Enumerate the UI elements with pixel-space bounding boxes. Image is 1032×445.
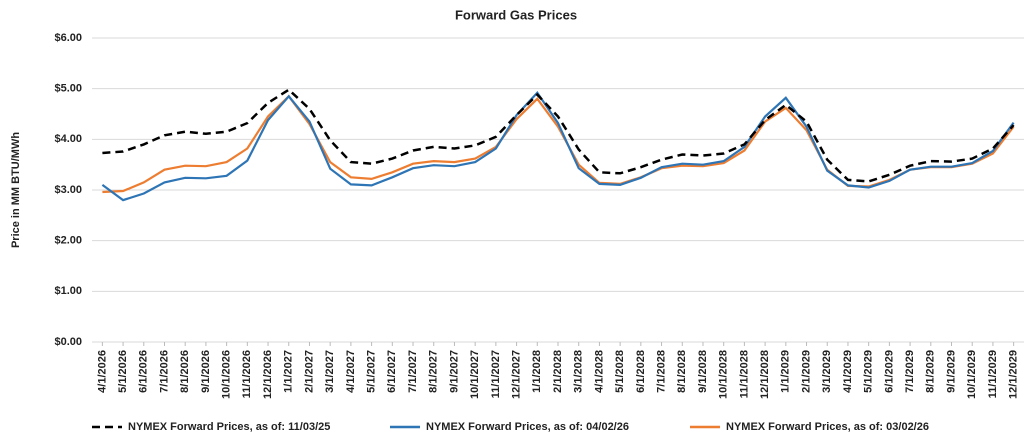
x-tick-label: 7/1/2029	[904, 350, 916, 393]
x-tick-label: 1/1/2027	[283, 350, 295, 393]
y-tick-label: $1.00	[54, 285, 82, 297]
x-tick-label: 10/1/2027	[469, 350, 481, 399]
x-tick-label: 9/1/2028	[697, 350, 709, 393]
x-tick-label: 1/1/2028	[531, 350, 543, 393]
x-tick-label: 8/1/2026	[179, 350, 191, 393]
x-tick-label: 1/1/2029	[780, 350, 792, 393]
x-tick-label: 8/1/2028	[676, 350, 688, 393]
x-tick-label: 8/1/2027	[428, 350, 440, 393]
x-tick-label: 3/1/2029	[821, 350, 833, 393]
x-tick-label: 3/1/2027	[324, 350, 336, 393]
x-tick-label: 11/1/2029	[987, 350, 999, 398]
chart-title: Forward Gas Prices	[455, 7, 577, 22]
x-tick-label: 5/1/2026	[117, 350, 129, 393]
x-tick-label: 10/1/2026	[221, 350, 233, 399]
y-axis-label: Price in MM BTU/MWh	[10, 132, 22, 248]
x-tick-label: 4/1/2026	[96, 350, 108, 393]
y-tick-label: $3.00	[54, 184, 82, 196]
x-tick-label: 11/1/2028	[738, 350, 750, 398]
x-tick-label: 9/1/2029	[945, 350, 957, 393]
y-tick-label: $0.00	[54, 336, 82, 348]
x-tick-label: 12/1/2026	[262, 350, 274, 399]
x-tick-label: 5/1/2028	[614, 350, 626, 393]
x-tick-label: 5/1/2027	[366, 350, 378, 393]
series-line	[102, 88, 1015, 183]
x-tick-label: 5/1/2029	[863, 350, 875, 393]
x-tick-label: 11/1/2027	[490, 350, 502, 398]
y-tick-label: $4.00	[54, 133, 82, 145]
y-tick-label: $2.00	[54, 235, 82, 247]
x-tick-label: 11/1/2026	[241, 350, 253, 398]
x-tick-label: 7/1/2027	[407, 350, 419, 393]
x-tick-label: 9/1/2026	[200, 350, 212, 393]
legend-label: NYMEX Forward Prices, as of: 03/02/26	[726, 421, 929, 433]
x-tick-label: 10/1/2029	[966, 350, 978, 399]
x-tick-label: 10/1/2028	[718, 350, 730, 399]
x-tick-label: 6/1/2029	[883, 350, 895, 393]
legend-label: NYMEX Forward Prices, as of: 11/03/25	[128, 421, 330, 433]
x-tick-label: 12/1/2027	[510, 350, 522, 399]
x-tick-label: 3/1/2028	[573, 350, 585, 393]
series-line	[101, 90, 1015, 202]
x-tick-label: 2/1/2029	[800, 350, 812, 393]
x-tick-label: 2/1/2028	[552, 350, 564, 393]
y-tick-label: $6.00	[54, 32, 82, 44]
x-tick-label: 6/1/2028	[635, 350, 647, 393]
x-tick-label: 6/1/2027	[386, 350, 398, 393]
x-tick-label: 12/1/2028	[759, 350, 771, 399]
legend-label: NYMEX Forward Prices, as of: 04/02/26	[426, 421, 629, 433]
series-line	[102, 94, 1015, 194]
x-tick-label: 4/1/2028	[593, 350, 605, 393]
x-tick-label: 7/1/2026	[158, 350, 170, 393]
x-tick-label: 12/1/2029	[1008, 350, 1020, 399]
x-tick-label: 4/1/2027	[345, 350, 357, 393]
x-tick-label: 6/1/2026	[138, 350, 150, 393]
x-tick-label: 8/1/2029	[925, 350, 937, 393]
x-tick-label: 9/1/2027	[448, 350, 460, 393]
x-tick-label: 2/1/2027	[303, 350, 315, 393]
y-tick-label: $5.00	[54, 83, 82, 95]
x-tick-label: 4/1/2029	[842, 350, 854, 393]
x-tick-label: 7/1/2028	[655, 350, 667, 393]
